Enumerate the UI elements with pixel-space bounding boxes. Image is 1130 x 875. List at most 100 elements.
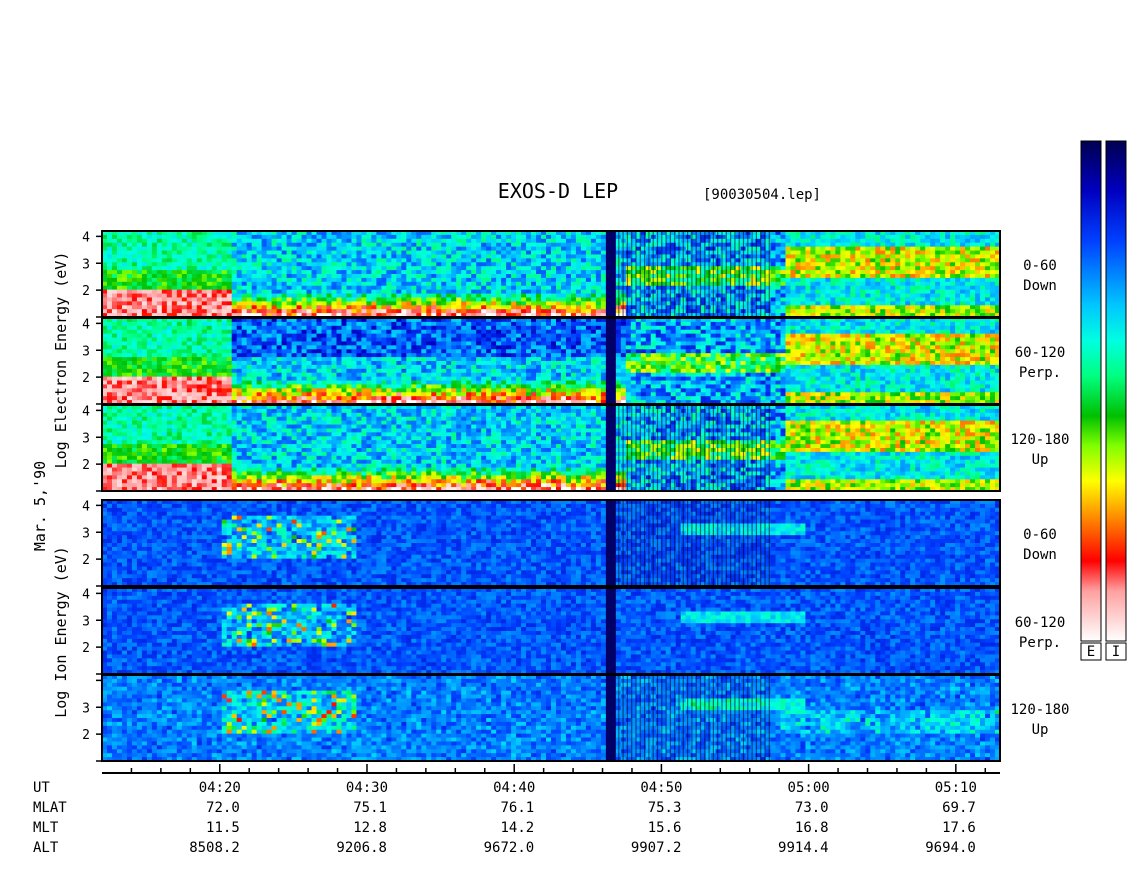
heat-cell xyxy=(481,251,486,255)
heat-cell xyxy=(302,361,307,365)
heat-cell xyxy=(930,251,935,255)
heat-cell xyxy=(212,243,217,247)
heat-cell xyxy=(561,243,566,247)
heat-cell xyxy=(391,235,396,239)
heat-cell xyxy=(366,309,371,313)
heat-cell xyxy=(401,309,406,313)
heat-cell xyxy=(815,247,820,251)
heat-cell xyxy=(441,278,446,282)
heat-cell xyxy=(331,251,336,255)
heat-cell xyxy=(935,278,940,282)
heat-cell xyxy=(341,309,346,313)
heat-cell xyxy=(242,384,247,388)
heat-cell xyxy=(511,235,516,239)
heat-cell xyxy=(147,274,152,278)
heat-cell xyxy=(965,294,970,298)
heat-cell xyxy=(162,262,167,266)
heat-cell xyxy=(152,345,157,349)
heat-cell xyxy=(790,254,795,258)
heat-cell xyxy=(985,309,990,313)
heat-cell xyxy=(601,309,606,313)
heat-cell xyxy=(736,235,741,239)
heat-cell xyxy=(192,247,197,251)
heat-cell xyxy=(172,365,177,369)
heat-cell xyxy=(456,251,461,255)
heat-cell xyxy=(396,254,401,258)
heat-cell xyxy=(157,338,162,342)
heat-cell xyxy=(112,334,117,338)
heat-cell xyxy=(920,297,925,301)
heat-cell xyxy=(985,254,990,258)
heat-cell xyxy=(142,338,147,342)
heat-cell xyxy=(177,349,182,353)
heat-cell xyxy=(516,266,521,270)
heat-cell xyxy=(262,377,267,381)
heat-cell xyxy=(466,266,471,270)
heat-cell xyxy=(426,266,431,270)
heat-cell xyxy=(292,345,297,349)
heat-cell xyxy=(117,384,122,388)
heat-cell xyxy=(955,286,960,290)
heat-cell xyxy=(820,305,825,309)
heat-cell xyxy=(317,247,322,251)
heat-cell xyxy=(885,301,890,305)
heat-cell xyxy=(471,262,476,266)
heat-cell xyxy=(581,239,586,243)
heat-cell xyxy=(212,301,217,305)
heat-cell xyxy=(232,365,237,369)
heat-cell xyxy=(207,377,212,381)
heat-cell xyxy=(227,361,232,365)
heat-cell xyxy=(202,396,207,400)
heat-cell xyxy=(930,274,935,278)
heat-cell xyxy=(147,326,152,330)
heat-cell xyxy=(880,286,885,290)
heat-cell xyxy=(371,266,376,270)
heat-cell xyxy=(810,301,815,305)
heat-cell xyxy=(825,274,830,278)
noise-streak xyxy=(760,231,761,317)
heat-cell xyxy=(900,239,905,243)
heat-cell xyxy=(262,247,267,251)
chart-title: EXOS-D LEP xyxy=(498,179,618,203)
heat-cell xyxy=(117,334,122,338)
heat-cell xyxy=(132,338,137,342)
heat-cell xyxy=(511,290,516,294)
heat-cell xyxy=(776,290,781,294)
heat-cell xyxy=(157,247,162,251)
heat-cell xyxy=(112,243,117,247)
heat-cell xyxy=(975,270,980,274)
heat-cell xyxy=(197,338,202,342)
heat-cell xyxy=(222,286,227,290)
heat-cell xyxy=(317,258,322,262)
heat-cell xyxy=(117,297,122,301)
heat-cell xyxy=(521,258,526,262)
heat-cell xyxy=(312,326,317,330)
noise-streak xyxy=(683,231,684,317)
panel-electron-down xyxy=(102,231,1000,317)
heat-cell xyxy=(581,309,586,313)
heat-cell xyxy=(297,341,302,345)
heat-cell xyxy=(142,258,147,262)
heat-cell xyxy=(566,243,571,247)
heat-cell xyxy=(112,388,117,392)
heat-cell xyxy=(371,274,376,278)
heat-cell xyxy=(441,258,446,262)
heat-cell xyxy=(237,392,242,396)
heat-cell xyxy=(486,294,491,298)
heat-cell xyxy=(865,254,870,258)
heat-cell xyxy=(322,286,327,290)
heat-cell xyxy=(940,297,945,301)
heat-cell xyxy=(252,258,257,262)
heat-cell xyxy=(516,251,521,255)
heat-cell xyxy=(910,282,915,286)
heat-cell xyxy=(815,278,820,282)
heat-cell xyxy=(312,349,317,353)
heat-cell xyxy=(516,286,521,290)
heat-cell xyxy=(686,239,691,243)
heat-cell xyxy=(546,270,551,274)
heat-cell xyxy=(262,301,267,305)
heat-cell xyxy=(975,309,980,313)
heat-cell xyxy=(860,251,865,255)
heat-cell xyxy=(506,301,511,305)
heat-cell xyxy=(416,286,421,290)
